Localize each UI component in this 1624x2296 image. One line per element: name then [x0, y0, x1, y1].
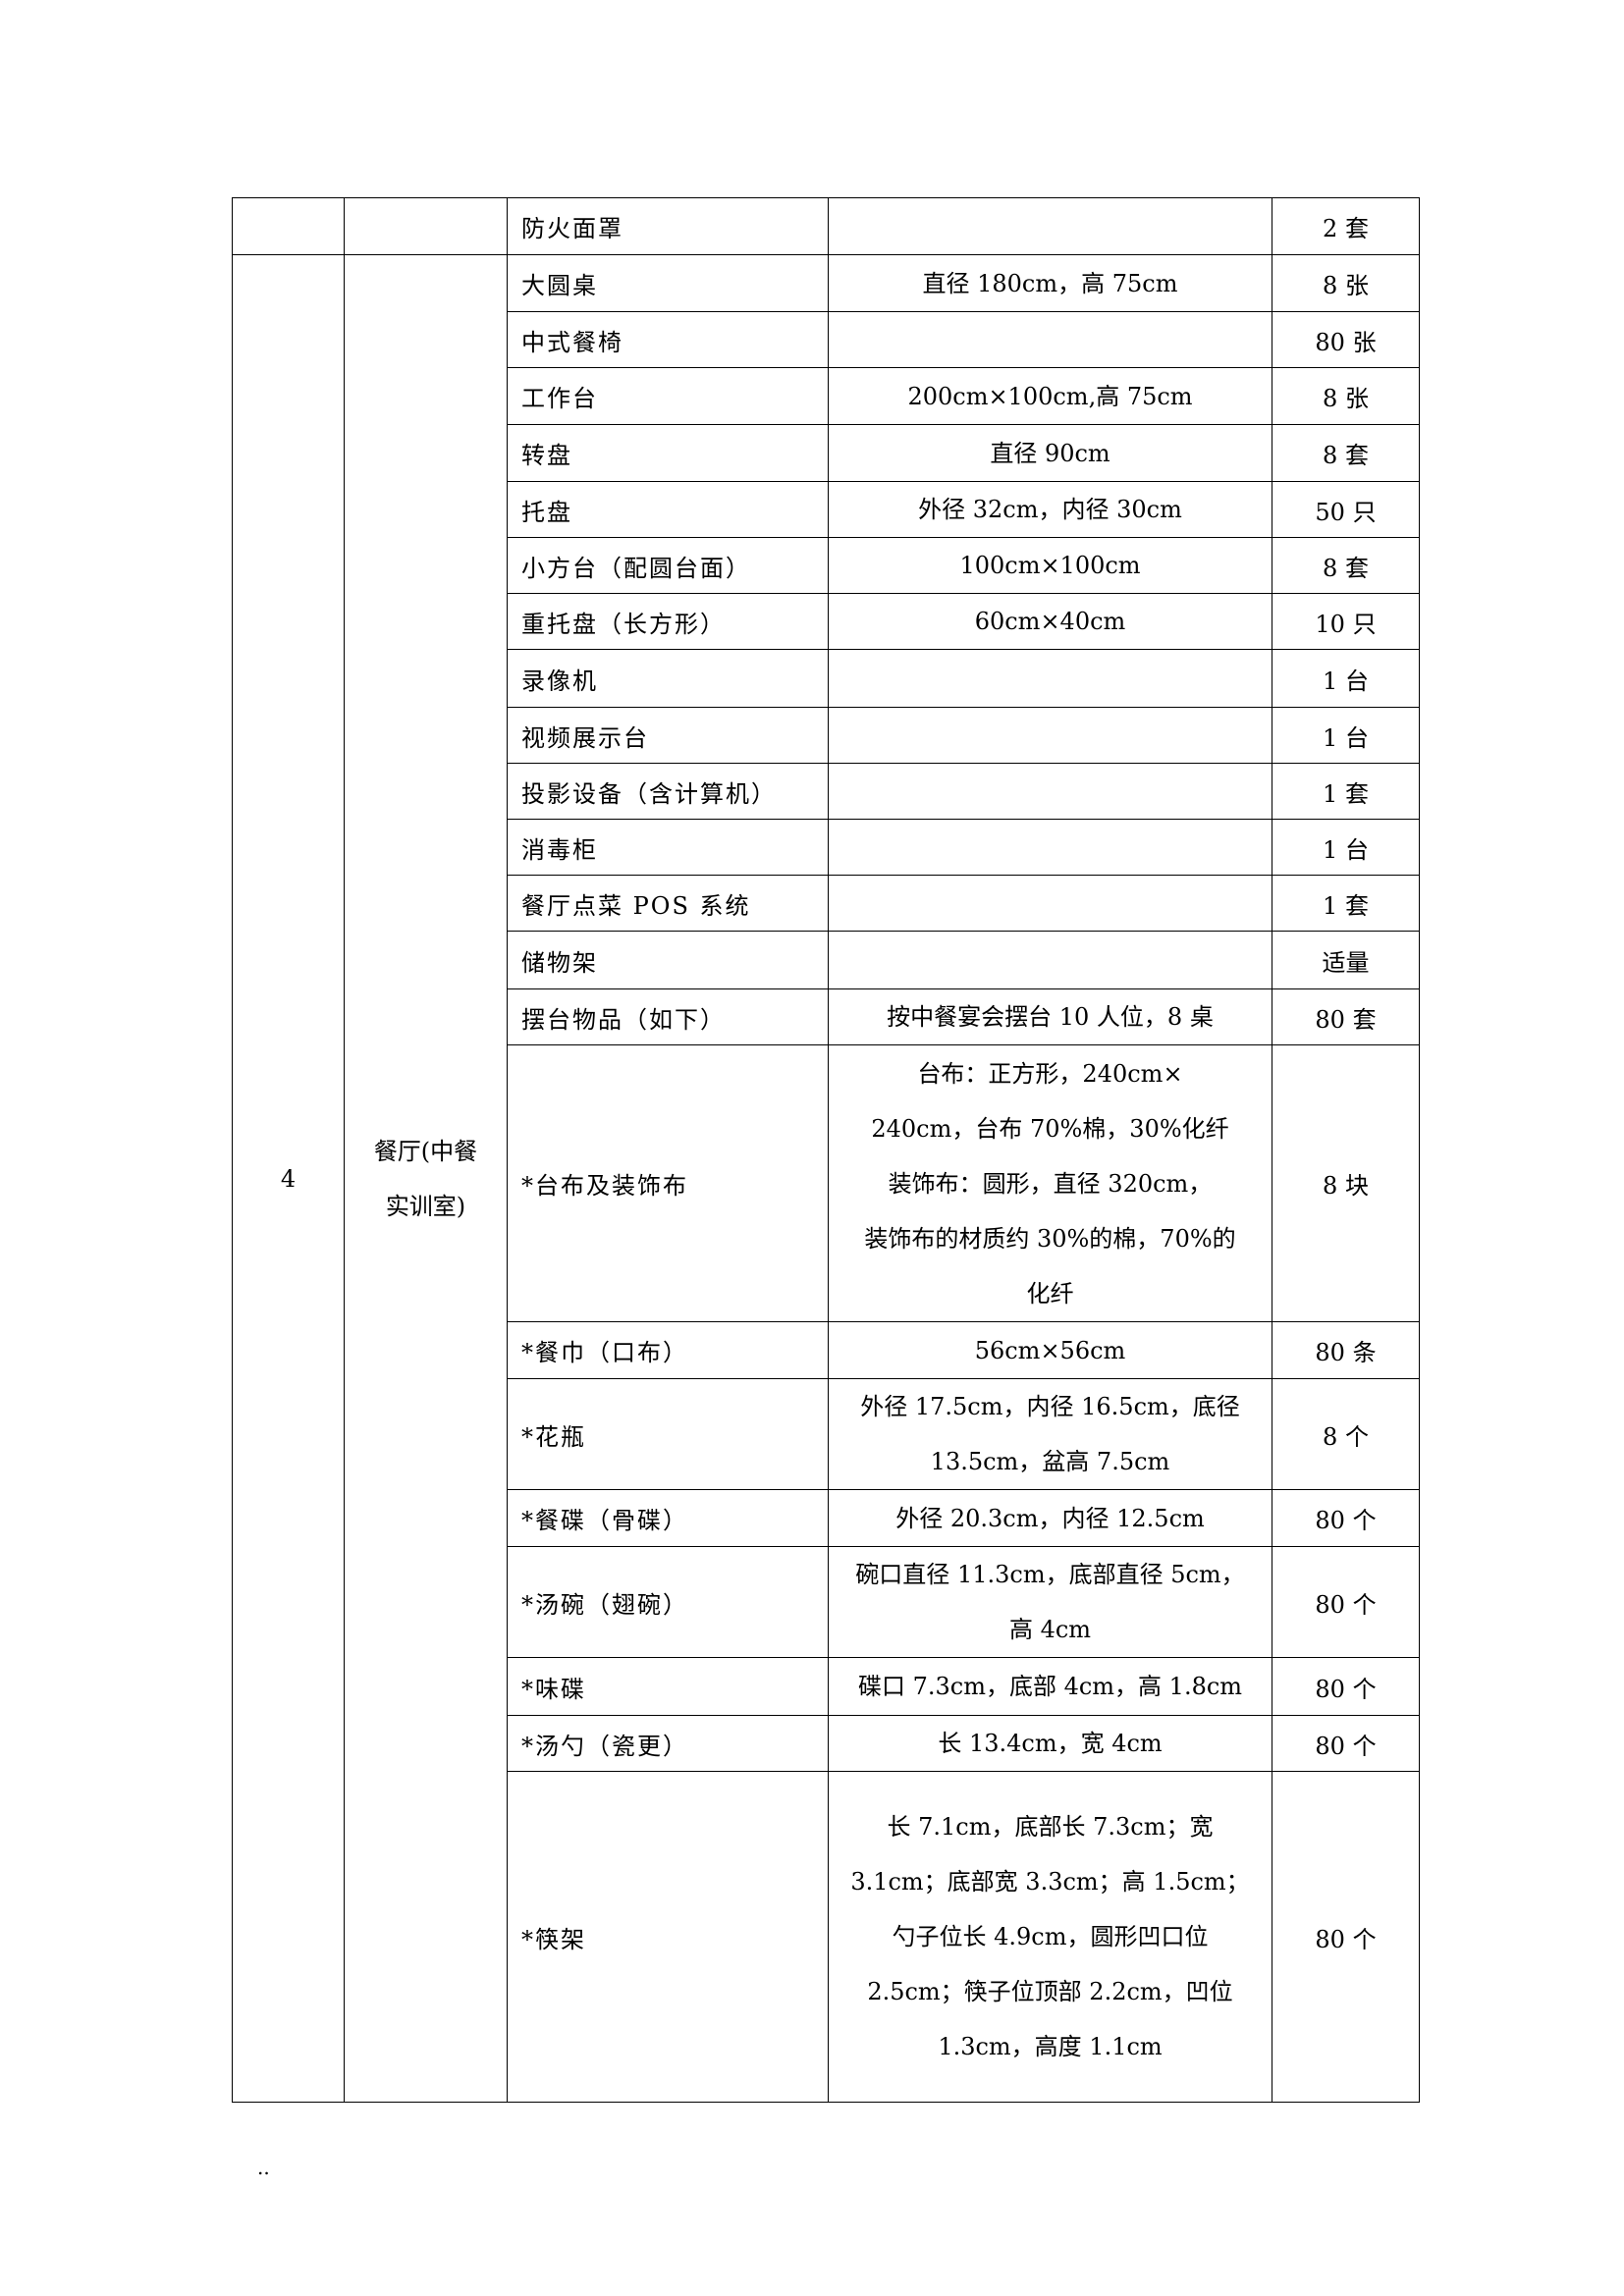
cell-name: *花瓶	[507, 1378, 829, 1490]
cell-name: 餐厅点菜 POS 系统	[507, 875, 829, 932]
cell-qty: 8 个	[1272, 1378, 1420, 1490]
cell-qty: 10 只	[1272, 593, 1420, 650]
table-row: 消毒柜 1 台	[233, 819, 1420, 876]
cell-spec: 台布：正方形，240cm× 240cm，台布 70%棉，30%化纤 装饰布：圆形…	[828, 1044, 1272, 1322]
cell-name: 防火面罩	[507, 197, 829, 255]
cell-spec	[828, 875, 1272, 932]
table-row: *花瓶 外径 17.5cm，内径 16.5cm，底径 13.5cm，盆高 7.5c…	[233, 1378, 1420, 1490]
cell-qty: 80 套	[1272, 988, 1420, 1045]
cell-spec: 按中餐宴会摆台 10 人位，8 桌	[828, 988, 1272, 1045]
cell-name: 中式餐椅	[507, 311, 829, 368]
cell-qty: 8 块	[1272, 1044, 1420, 1322]
cell-spec: 长 13.4cm，宽 4cm	[828, 1715, 1272, 1772]
table-row: *台布及装饰布 台布：正方形，240cm× 240cm，台布 70%棉，30%化…	[233, 1044, 1420, 1322]
cell-name: *台布及装饰布	[507, 1044, 829, 1322]
cell-no: 4	[232, 254, 345, 2103]
cell-qty: 适量	[1272, 931, 1420, 989]
table-row: *味碟 碟口 7.3cm，底部 4cm，高 1.8cm 80 个	[233, 1657, 1420, 1716]
cell-name: 工作台	[507, 367, 829, 425]
cell-name: 消毒柜	[507, 819, 829, 876]
cell-qty: 80 个	[1272, 1489, 1420, 1547]
cell-spec	[828, 197, 1272, 255]
cell-qty: 50 只	[1272, 481, 1420, 538]
cell-qty: 1 台	[1272, 649, 1420, 708]
cell-name: *餐碟（骨碟）	[507, 1489, 829, 1547]
cell-name: 小方台（配圆台面）	[507, 537, 829, 594]
cell-name: 托盘	[507, 481, 829, 538]
cell-qty: 8 张	[1272, 254, 1420, 312]
table-row: *餐巾（口布） 56cm×56cm 80 条	[233, 1321, 1420, 1379]
cell-spec: 长 7.1cm，底部长 7.3cm；宽 3.1cm；底部宽 3.3cm；高 1.…	[828, 1771, 1272, 2103]
table-row: 小方台（配圆台面） 100cm×100cm 8 套	[233, 537, 1420, 594]
cell-spec: 外径 32cm，内径 30cm	[828, 481, 1272, 538]
cell-name: *筷架	[507, 1771, 829, 2103]
cell-spec	[828, 819, 1272, 876]
table-row: 摆台物品（如下） 按中餐宴会摆台 10 人位，8 桌 80 套	[233, 988, 1420, 1045]
table-row: 储物架 适量	[233, 931, 1420, 989]
cell-qty: 1 台	[1272, 707, 1420, 764]
cell-name: 重托盘（长方形）	[507, 593, 829, 650]
cell-qty: 8 张	[1272, 367, 1420, 425]
cell-qty: 8 套	[1272, 537, 1420, 594]
cell-qty: 1 套	[1272, 875, 1420, 932]
cell-name: 摆台物品（如下）	[507, 988, 829, 1045]
cell-qty: 80 张	[1272, 311, 1420, 368]
table-row: 录像机 1 台	[233, 649, 1420, 708]
table-row: *餐碟（骨碟） 外径 20.3cm，内径 12.5cm 80 个	[233, 1489, 1420, 1547]
cell-name: *汤勺（瓷更）	[507, 1715, 829, 1772]
cell-spec	[828, 649, 1272, 708]
cell-spec: 200cm×100cm,高 75cm	[828, 367, 1272, 425]
cell-qty: 1 套	[1272, 763, 1420, 820]
table-row: 视频展示台 1 台	[233, 707, 1420, 764]
cell-spec: 60cm×40cm	[828, 593, 1272, 650]
equipment-table: 防火面罩 2 套 4 餐厅(中餐 实训室) 大圆桌 直径 180cm，高 75cm 8 …	[232, 197, 1420, 2103]
cell-spec: 直径 90cm	[828, 424, 1272, 482]
table-row: 餐厅点菜 POS 系统 1 套	[233, 875, 1420, 932]
cell-qty: 80 个	[1272, 1546, 1420, 1658]
cell-spec	[828, 707, 1272, 764]
cell-spec	[828, 931, 1272, 989]
cell-qty: 2 套	[1272, 197, 1420, 255]
cell-qty: 80 个	[1272, 1657, 1420, 1716]
cell-spec	[828, 763, 1272, 820]
cell-name: 转盘	[507, 424, 829, 482]
cell-qty: 80 个	[1272, 1771, 1420, 2103]
cell-spec	[828, 311, 1272, 368]
table-row: 防火面罩 2 套	[232, 197, 1420, 255]
cell-name: 大圆桌	[507, 254, 829, 312]
table-row: 4 餐厅(中餐 实训室) 大圆桌 直径 180cm，高 75cm 8 张	[232, 254, 1420, 2103]
table-row: *筷架长 7.1cm，底部长 7.3cm；宽 3.1cm；底部宽 3.3cm；高…	[233, 1771, 1420, 2103]
table-row: 托盘 外径 32cm，内径 30cm 50 只	[233, 481, 1420, 538]
cell-qty: 1 台	[1272, 819, 1420, 876]
cell-spec: 外径 17.5cm，内径 16.5cm，底径 13.5cm，盆高 7.5cm	[828, 1378, 1272, 1490]
cell-spec: 碟口 7.3cm，底部 4cm，高 1.8cm	[828, 1657, 1272, 1716]
cell-spec: 100cm×100cm	[828, 537, 1272, 594]
cell-qty: 80 个	[1272, 1715, 1420, 1772]
cell-name: 视频展示台	[507, 707, 829, 764]
cell-room	[344, 197, 508, 255]
cell-name: *味碟	[507, 1657, 829, 1716]
table-row: 重托盘（长方形） 60cm×40cm 10 只	[233, 593, 1420, 650]
cell-qty: 80 条	[1272, 1321, 1420, 1379]
footer-mark: ..	[257, 2156, 270, 2179]
cell-spec: 56cm×56cm	[828, 1321, 1272, 1379]
cell-name: 投影设备（含计算机）	[507, 763, 829, 820]
cell-name: 储物架	[507, 931, 829, 989]
cell-room: 餐厅(中餐 实训室)	[344, 254, 508, 2103]
cell-qty: 8 套	[1272, 424, 1420, 482]
cell-name: *汤碗（翅碗）	[507, 1546, 829, 1658]
table-row: 工作台 200cm×100cm,高 75cm 8 张	[233, 367, 1420, 425]
table-row: *汤勺（瓷更）长 13.4cm，宽 4cm 80 个	[233, 1715, 1420, 1772]
cell-spec: 碗口直径 11.3cm，底部直径 5cm， 高 4cm	[828, 1546, 1272, 1658]
cell-spec: 外径 20.3cm，内径 12.5cm	[828, 1489, 1272, 1547]
cell-name: 录像机	[507, 649, 829, 708]
table-row: 投影设备（含计算机） 1 套	[233, 763, 1420, 820]
cell-spec: 直径 180cm，高 75cm	[828, 254, 1272, 312]
cell-name: *餐巾（口布）	[507, 1321, 829, 1379]
cell-no	[232, 197, 345, 255]
